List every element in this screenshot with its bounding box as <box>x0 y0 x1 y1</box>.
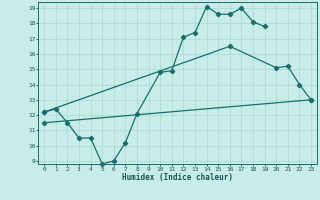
X-axis label: Humidex (Indice chaleur): Humidex (Indice chaleur) <box>122 173 233 182</box>
